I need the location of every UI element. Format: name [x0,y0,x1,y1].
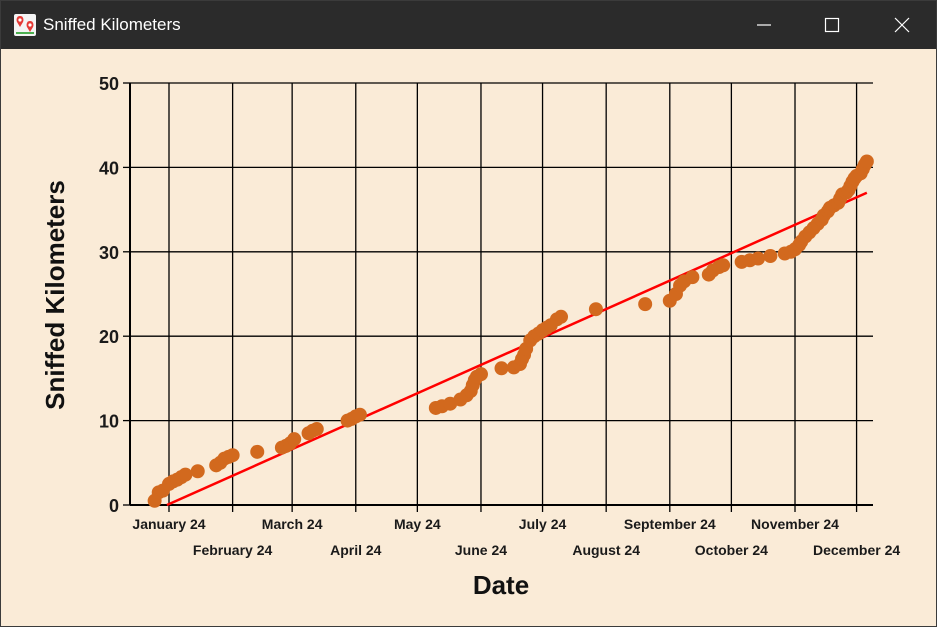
x-tick-label: August 24 [572,542,640,558]
y-tick-labels: 0 10 20 30 40 50 [99,74,119,516]
data-point [250,444,265,459]
x-tick-label: April 24 [330,542,382,558]
axes [129,83,873,506]
data-point [716,258,731,273]
trend-line [166,191,868,507]
x-tick-labels: January 24 February 24 March 24 April 24 May… [132,516,900,558]
y-tick-label: 30 [99,243,119,263]
x-tick-label: May 24 [394,516,441,532]
window-title: Sniffed Kilometers [43,15,181,34]
map-pins-icon [14,14,36,36]
x-tick-label: July 24 [519,516,567,532]
x-tick-label: March 24 [262,516,323,532]
data-point [638,297,653,312]
data-point [473,367,488,382]
x-tick-label: November 24 [751,516,839,532]
data-point [588,302,603,317]
close-button[interactable] [879,1,925,49]
close-icon [894,17,910,33]
title-bar[interactable]: Sniffed Kilometers [1,1,936,49]
y-tick-label: 20 [99,327,119,347]
data-point [859,154,874,169]
y-tick-label: 10 [99,412,119,432]
data-point [554,309,569,324]
data-point [225,448,240,463]
minimize-icon [757,24,771,26]
data-point [190,464,205,479]
data-point [178,467,193,482]
x-tick-label: December 24 [813,542,900,558]
y-tick-label: 40 [99,158,119,178]
x-axis-label: Date [473,570,529,600]
data-point [751,251,766,266]
chart-svg: 0 10 20 30 40 50 January 24 February 24 March 2… [40,74,900,600]
y-axis-label: Sniffed Kilometers [40,180,70,410]
maximize-button[interactable] [809,1,855,49]
data-point [685,270,700,285]
x-tick-label: February 24 [193,542,273,558]
data-points [147,154,874,508]
x-tick-label: October 24 [695,542,768,558]
data-point [309,422,324,437]
data-point [494,361,509,376]
data-point [287,432,302,447]
y-tick-label: 0 [109,496,119,516]
minimize-button[interactable] [741,1,787,49]
x-tick-label: January 24 [132,516,205,532]
x-tick-label: June 24 [455,542,507,558]
y-tick-label: 50 [99,74,119,94]
maximize-icon [824,17,840,33]
grid-lines [123,82,873,512]
x-tick-label: September 24 [624,516,716,532]
data-point [763,249,778,264]
data-point [352,407,367,422]
trend-line-layer [166,191,868,507]
